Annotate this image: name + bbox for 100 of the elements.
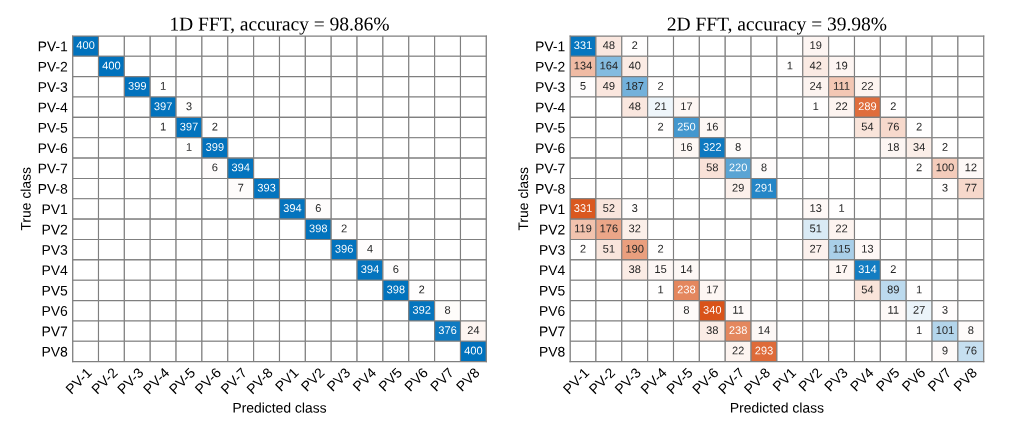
data-label: 399: [206, 143, 224, 151]
data-label: 238: [729, 326, 747, 335]
data-label: 17: [836, 265, 848, 273]
data-label: 9: [942, 346, 948, 355]
y-axis-title: True class: [518, 167, 529, 231]
y-tick-label: PV-3: [38, 82, 68, 93]
data-label: 19: [810, 41, 822, 50]
data-label: 289: [858, 102, 877, 111]
y-tick-label: PV-2: [38, 61, 68, 72]
data-label: 49: [602, 81, 615, 90]
y-tick-label: PV3: [42, 245, 68, 255]
data-label: 6: [315, 204, 321, 212]
y-tick-label: PV6: [540, 306, 565, 316]
data-label: 3: [186, 102, 192, 111]
data-label: 29: [732, 183, 744, 192]
data-label: 7: [238, 183, 244, 192]
data-label: 51: [809, 224, 822, 233]
data-label: 394: [283, 204, 302, 212]
data-label: 392: [412, 305, 431, 314]
data-label: 3: [632, 204, 638, 212]
y-tick-label: PV-6: [38, 143, 68, 154]
data-label: 27: [810, 244, 822, 253]
data-label: 2: [341, 224, 347, 233]
data-label: 322: [703, 143, 721, 151]
data-label: 6: [393, 265, 399, 274]
data-label: 397: [154, 102, 172, 111]
data-label: 293: [755, 346, 773, 355]
data-label: 2: [658, 244, 664, 253]
y-tick-label: PV8: [42, 346, 68, 357]
data-label: 115: [833, 244, 850, 253]
data-label: 76: [887, 122, 899, 131]
data-label: 12: [965, 163, 977, 172]
data-label: 1: [186, 143, 192, 151]
data-label: 398: [387, 285, 405, 294]
data-label: 394: [231, 163, 250, 172]
y-tick-label: PV-1: [38, 41, 68, 52]
y-tick-label: PV-7: [38, 163, 68, 174]
data-label: 51: [603, 244, 615, 253]
data-label: 22: [835, 102, 848, 111]
data-label: 2: [580, 244, 586, 253]
data-label: 42: [809, 61, 822, 70]
data-label: 187: [626, 81, 644, 90]
data-label: 38: [628, 265, 641, 274]
data-label: 24: [810, 81, 822, 90]
data-label: 58: [706, 163, 718, 172]
data-label: 393: [257, 183, 276, 192]
data-label: 164: [600, 61, 618, 70]
data-label: 19: [836, 61, 848, 70]
data-label: 8: [444, 305, 451, 314]
y-tick-label: PV2: [42, 224, 68, 235]
data-label: 48: [602, 41, 615, 50]
y-tick-label: PV4: [42, 265, 68, 276]
data-label: 5: [580, 82, 586, 90]
data-label: 8: [761, 163, 767, 172]
y-tick-label: PV-2: [536, 61, 565, 72]
data-label: 2: [890, 102, 896, 111]
y-tick-label: PV-3: [536, 82, 565, 93]
data-label: 190: [626, 244, 644, 253]
data-label: 48: [628, 102, 641, 111]
data-label: 16: [706, 122, 718, 131]
data-label: 2: [632, 41, 638, 50]
data-label: 400: [464, 346, 483, 355]
data-label: 399: [128, 81, 147, 90]
data-label: 2: [658, 81, 664, 90]
data-label: 400: [76, 41, 95, 50]
data-label: 398: [309, 224, 328, 233]
data-label: 400: [102, 61, 121, 70]
x-axis-title: Predicted class: [730, 402, 824, 413]
y-tick-label: PV5: [540, 285, 565, 296]
y-tick-label: PV2: [540, 224, 565, 235]
y-tick-label: PV-7: [536, 163, 565, 174]
data-label: 314: [858, 265, 877, 274]
data-label: 11: [888, 306, 899, 314]
data-label: 2: [890, 265, 896, 273]
y-tick-label: PV1: [42, 204, 68, 215]
data-label: 14: [681, 265, 693, 273]
data-label: 394: [361, 265, 379, 274]
data-label: 119: [575, 224, 592, 233]
data-label: 340: [703, 305, 722, 314]
y-tick-label: PV6: [42, 306, 68, 316]
data-label: 397: [180, 122, 198, 131]
data-label: 3: [942, 305, 948, 314]
data-label: 291: [755, 183, 773, 192]
data-label: 18: [887, 143, 899, 151]
data-label: 176: [600, 224, 618, 233]
data-label: 1: [916, 326, 922, 334]
data-label: 22: [861, 81, 874, 90]
data-label: 6: [212, 163, 218, 172]
data-label: 238: [677, 285, 696, 294]
data-label: 40: [628, 61, 641, 70]
data-label: 8: [735, 143, 741, 151]
data-label: 1: [839, 204, 845, 212]
x-tick-label: PV6: [404, 367, 429, 392]
x-axis-title: Predicted class: [233, 402, 327, 413]
y-tick-label: PV5: [42, 285, 68, 296]
data-label: 2: [942, 143, 948, 151]
chart-title: 2D FFT, accuracy = 39.98%: [667, 17, 887, 35]
data-label: 2: [658, 122, 664, 131]
data-label: 14: [758, 326, 770, 334]
chart-title: 1D FFT, accuracy = 98.86%: [171, 17, 389, 35]
